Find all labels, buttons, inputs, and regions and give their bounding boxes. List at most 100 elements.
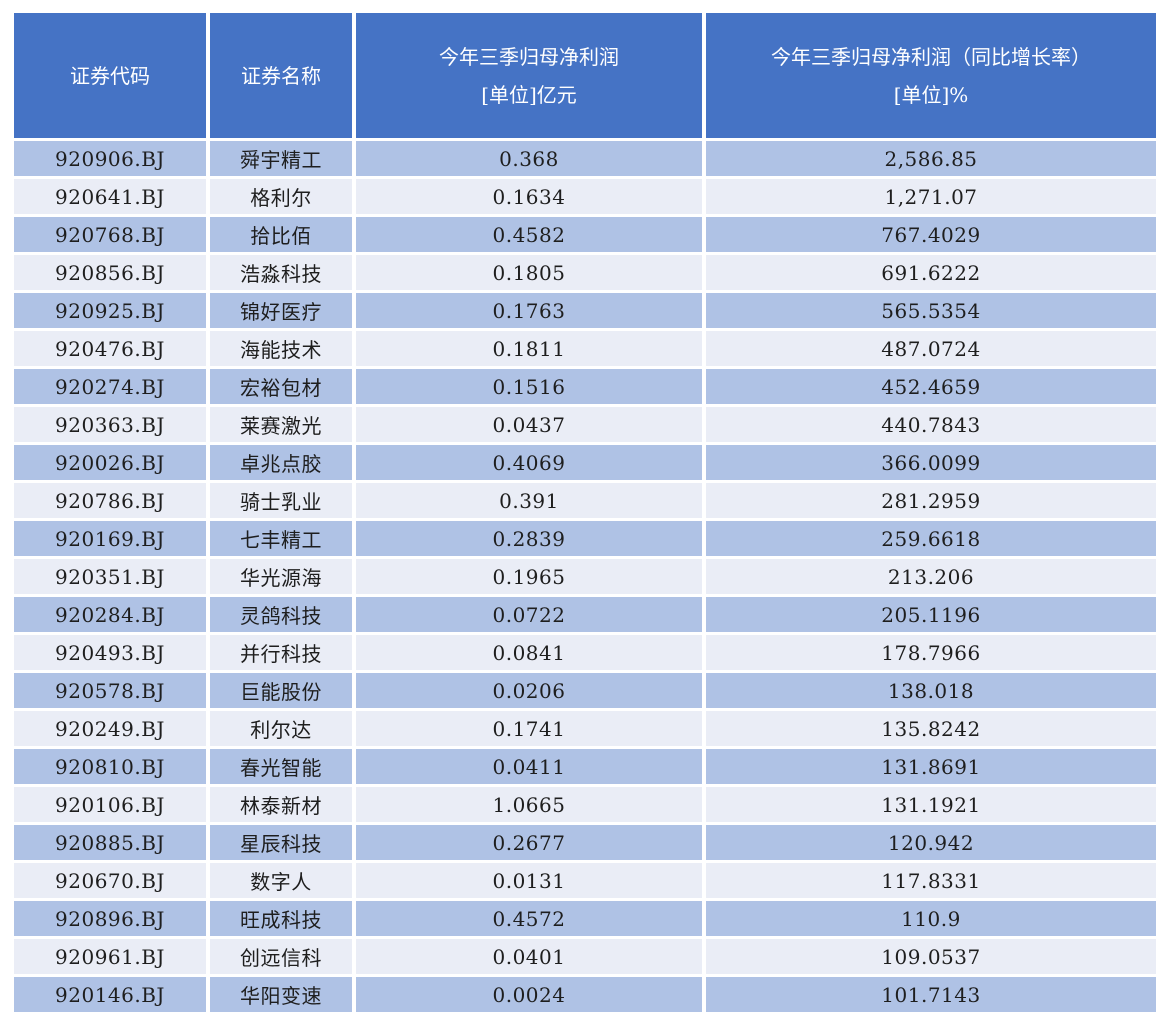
cell-name: 骑士乳业 — [210, 483, 352, 518]
col-header-growth-line1: 今年三季归母净利润（同比增长率） — [771, 44, 1091, 69]
table-row: 920906.BJ 舜宇精工 0.368 2,586.85 — [14, 141, 1156, 176]
col-header-code: 证券代码 — [14, 13, 206, 138]
cell-growth: 120.942 — [706, 825, 1156, 860]
col-header-profit-line1: 今年三季归母净利润 — [439, 44, 619, 69]
cell-profit: 0.0131 — [356, 863, 702, 898]
cell-code: 920351.BJ — [14, 559, 206, 594]
cell-code: 920578.BJ — [14, 673, 206, 708]
cell-code: 920106.BJ — [14, 787, 206, 822]
cell-code: 920146.BJ — [14, 977, 206, 1012]
table-row: 920961.BJ 创远信科 0.0401 109.0537 — [14, 939, 1156, 974]
cell-name: 莱赛激光 — [210, 407, 352, 442]
cell-name: 巨能股份 — [210, 673, 352, 708]
cell-code: 920476.BJ — [14, 331, 206, 366]
cell-profit: 0.0411 — [356, 749, 702, 784]
cell-code: 920885.BJ — [14, 825, 206, 860]
cell-growth: 281.2959 — [706, 483, 1156, 518]
cell-growth: 691.6222 — [706, 255, 1156, 290]
cell-code: 920641.BJ — [14, 179, 206, 214]
table-row: 920768.BJ 拾比佰 0.4582 767.4029 — [14, 217, 1156, 252]
col-header-profit: 今年三季归母净利润 [单位]亿元 — [356, 13, 702, 138]
cell-name: 海能技术 — [210, 331, 352, 366]
cell-code: 920274.BJ — [14, 369, 206, 404]
cell-growth: 1,271.07 — [706, 179, 1156, 214]
col-header-name: 证券名称 — [210, 13, 352, 138]
cell-growth: 109.0537 — [706, 939, 1156, 974]
col-header-profit-line2: [单位]亿元 — [481, 82, 577, 107]
cell-profit: 0.4582 — [356, 217, 702, 252]
cell-profit: 1.0665 — [356, 787, 702, 822]
cell-growth: 366.0099 — [706, 445, 1156, 480]
table-row: 920106.BJ 林泰新材 1.0665 131.1921 — [14, 787, 1156, 822]
cell-growth: 131.8691 — [706, 749, 1156, 784]
cell-name: 创远信科 — [210, 939, 352, 974]
cell-profit: 0.1805 — [356, 255, 702, 290]
table-row: 920925.BJ 锦好医疗 0.1763 565.5354 — [14, 293, 1156, 328]
cell-name: 锦好医疗 — [210, 293, 352, 328]
col-header-growth-line2: [单位]% — [893, 82, 969, 107]
table-row: 920670.BJ 数字人 0.0131 117.8331 — [14, 863, 1156, 898]
cell-name: 并行科技 — [210, 635, 352, 670]
table-row: 920274.BJ 宏裕包材 0.1516 452.4659 — [14, 369, 1156, 404]
cell-profit: 0.0841 — [356, 635, 702, 670]
cell-name: 舜宇精工 — [210, 141, 352, 176]
cell-growth: 565.5354 — [706, 293, 1156, 328]
cell-profit: 0.2839 — [356, 521, 702, 556]
cell-growth: 101.7143 — [706, 977, 1156, 1012]
cell-growth: 131.1921 — [706, 787, 1156, 822]
cell-name: 华阳变速 — [210, 977, 352, 1012]
cell-code: 920249.BJ — [14, 711, 206, 746]
cell-name: 灵鸽科技 — [210, 597, 352, 632]
cell-name: 旺成科技 — [210, 901, 352, 936]
cell-name: 七丰精工 — [210, 521, 352, 556]
cell-name: 华光源海 — [210, 559, 352, 594]
cell-profit: 0.4572 — [356, 901, 702, 936]
header-row: 证券代码 证券名称 今年三季归母净利润 [单位]亿元 今年三季归母净利润（同比增… — [14, 13, 1156, 138]
cell-code: 920810.BJ — [14, 749, 206, 784]
cell-name: 格利尔 — [210, 179, 352, 214]
table-row: 920493.BJ 并行科技 0.0841 178.7966 — [14, 635, 1156, 670]
cell-growth: 138.018 — [706, 673, 1156, 708]
cell-profit: 0.2677 — [356, 825, 702, 860]
table-row: 920026.BJ 卓兆点胶 0.4069 366.0099 — [14, 445, 1156, 480]
table-row: 920896.BJ 旺成科技 0.4572 110.9 — [14, 901, 1156, 936]
cell-profit: 0.4069 — [356, 445, 702, 480]
cell-code: 920786.BJ — [14, 483, 206, 518]
cell-growth: 110.9 — [706, 901, 1156, 936]
cell-growth: 259.6618 — [706, 521, 1156, 556]
table-row: 920810.BJ 春光智能 0.0411 131.8691 — [14, 749, 1156, 784]
cell-profit: 0.1811 — [356, 331, 702, 366]
table-body: 920906.BJ 舜宇精工 0.368 2,586.85 920641.BJ … — [14, 141, 1156, 1012]
col-header-growth: 今年三季归母净利润（同比增长率） [单位]% — [706, 13, 1156, 138]
cell-name: 拾比佰 — [210, 217, 352, 252]
cell-code: 920961.BJ — [14, 939, 206, 974]
cell-code: 920493.BJ — [14, 635, 206, 670]
table-row: 920578.BJ 巨能股份 0.0206 138.018 — [14, 673, 1156, 708]
cell-code: 920896.BJ — [14, 901, 206, 936]
table-row: 920169.BJ 七丰精工 0.2839 259.6618 — [14, 521, 1156, 556]
cell-name: 浩淼科技 — [210, 255, 352, 290]
cell-code: 920768.BJ — [14, 217, 206, 252]
cell-code: 920925.BJ — [14, 293, 206, 328]
cell-profit: 0.0024 — [356, 977, 702, 1012]
cell-profit: 0.1516 — [356, 369, 702, 404]
cell-profit: 0.0206 — [356, 673, 702, 708]
cell-growth: 767.4029 — [706, 217, 1156, 252]
cell-profit: 0.368 — [356, 141, 702, 176]
cell-profit: 0.1965 — [356, 559, 702, 594]
cell-profit: 0.1741 — [356, 711, 702, 746]
cell-code: 920670.BJ — [14, 863, 206, 898]
cell-growth: 117.8331 — [706, 863, 1156, 898]
cell-growth: 205.1196 — [706, 597, 1156, 632]
cell-growth: 2,586.85 — [706, 141, 1156, 176]
cell-name: 宏裕包材 — [210, 369, 352, 404]
cell-growth: 178.7966 — [706, 635, 1156, 670]
cell-profit: 0.0722 — [356, 597, 702, 632]
table-row: 920351.BJ 华光源海 0.1965 213.206 — [14, 559, 1156, 594]
col-header-code-line1: 证券代码 — [70, 63, 150, 88]
cell-code: 920026.BJ — [14, 445, 206, 480]
table-row: 920641.BJ 格利尔 0.1634 1,271.07 — [14, 179, 1156, 214]
cell-name: 林泰新材 — [210, 787, 352, 822]
cell-code: 920363.BJ — [14, 407, 206, 442]
